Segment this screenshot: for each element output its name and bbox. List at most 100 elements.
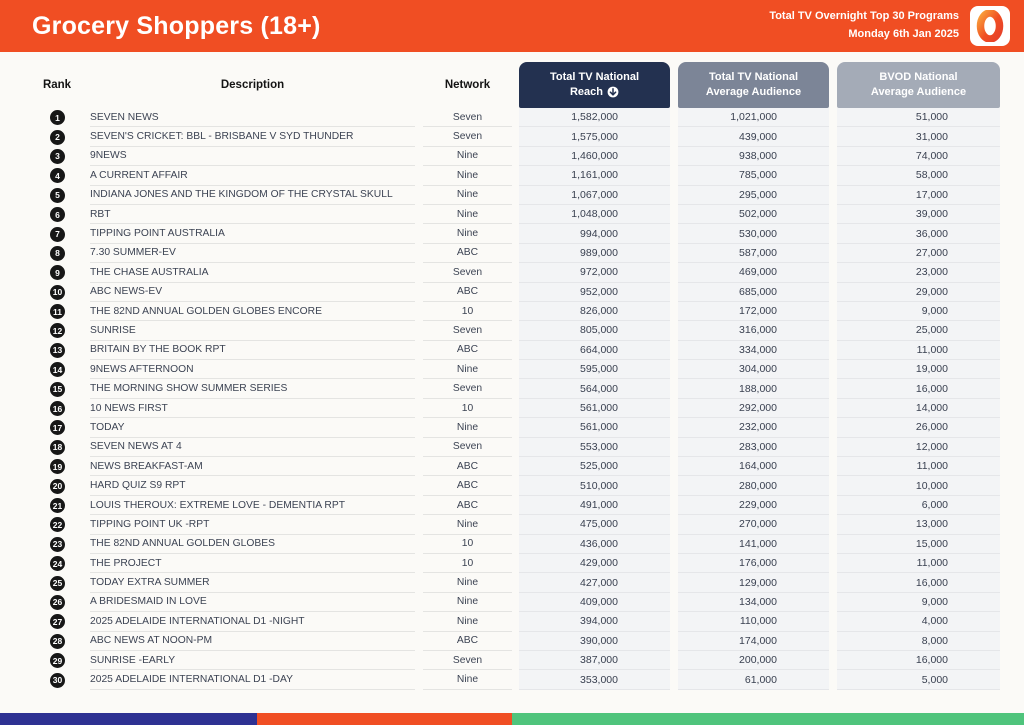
rank-badge: 18 <box>50 439 65 455</box>
network: Nine <box>423 515 512 535</box>
network: Nine <box>423 166 512 186</box>
footer-bar-navy-segment <box>0 713 258 725</box>
table-row: 23 THE 82ND ANNUAL GOLDEN GLOBES 10 436,000… <box>24 534 1000 554</box>
rank-badge: 10 <box>50 284 65 300</box>
table-row: 25 TODAY EXTRA SUMMER Nine 427,000 129,000 16… <box>24 573 1000 593</box>
table-row: 21 LOUIS THEROUX: EXTREME LOVE - DEMENTIA… <box>24 495 1000 516</box>
avg-audience-value: 283,000 <box>678 437 829 458</box>
rank-cell: 9 <box>24 263 90 282</box>
rank-cell: 5 <box>24 186 90 205</box>
program-description: 2025 ADELAIDE INTERNATIONAL D1 -NIGHT <box>90 612 415 632</box>
page-title: Grocery Shoppers (18+) <box>32 11 321 40</box>
reach-header-line2: Reach <box>569 86 604 98</box>
program-description: TIPPING POINT AUSTRALIA <box>90 224 415 244</box>
table-row: 12 SUNRISE Seven 805,000 316,000 25,000 <box>24 321 1000 341</box>
avg-audience-value: 1,021,000 <box>678 108 829 128</box>
reach-value: 561,000 <box>519 398 670 419</box>
program-description: SUNRISE -EARLY <box>90 651 415 671</box>
column-header-bvod-avg-audience[interactable]: BVOD National Average Audience <box>837 62 1000 108</box>
bvod-audience-value: 19,000 <box>837 360 1000 380</box>
network: ABC <box>423 341 512 361</box>
footer-bar-orange-segment <box>257 713 512 725</box>
table-row: 6 RBT Nine 1,048,000 502,000 39,000 <box>24 204 1000 225</box>
rank-cell: 24 <box>24 554 90 573</box>
bvod-audience-value: 16,000 <box>837 573 1000 593</box>
rank-badge: 12 <box>50 323 65 339</box>
rank-badge: 17 <box>50 420 65 436</box>
rank-badge: 4 <box>50 168 65 184</box>
rank-badge: 15 <box>50 381 65 397</box>
avg-audience-value: 164,000 <box>678 457 829 477</box>
sort-descending-icon[interactable] <box>607 86 619 98</box>
network: Nine <box>423 418 512 438</box>
column-header-description: Description <box>220 79 285 91</box>
avg-audience-value: 938,000 <box>678 146 829 167</box>
rank-cell: 4 <box>24 166 90 185</box>
oztam-logo-zero-icon <box>976 10 1004 42</box>
bvod-header-line1: BVOD National <box>879 71 958 84</box>
bvod-audience-value: 4,000 <box>837 612 1000 632</box>
program-description: 10 NEWS FIRST <box>90 399 415 419</box>
bvod-audience-value: 11,000 <box>837 457 1000 477</box>
program-description: BRITAIN BY THE BOOK RPT <box>90 341 415 361</box>
rank-badge: 5 <box>50 187 65 203</box>
reach-value: 394,000 <box>519 612 670 632</box>
rank-cell: 21 <box>24 496 90 515</box>
avg-audience-value: 785,000 <box>678 166 829 186</box>
rank-cell: 17 <box>24 418 90 437</box>
reach-value: 553,000 <box>519 437 670 458</box>
avg-audience-value: 232,000 <box>678 418 829 438</box>
network: Nine <box>423 612 512 632</box>
rank-badge: 28 <box>50 633 65 649</box>
rank-badge: 9 <box>50 265 65 281</box>
program-description: THE 82ND ANNUAL GOLDEN GLOBES ENCORE <box>90 302 415 322</box>
reach-value: 387,000 <box>519 650 670 671</box>
avg-audience-value: 280,000 <box>678 476 829 496</box>
reach-value: 475,000 <box>519 515 670 535</box>
bvod-audience-value: 9,000 <box>837 301 1000 322</box>
report-header-right: Total TV Overnight Top 30 Programs Monda… <box>769 6 1010 46</box>
bvod-audience-value: 6,000 <box>837 495 1000 516</box>
program-description: TODAY <box>90 418 415 438</box>
avg-audience-value: 530,000 <box>678 224 829 244</box>
column-header-total-tv-avg-audience[interactable]: Total TV National Average Audience <box>678 62 829 108</box>
rank-badge: 30 <box>50 672 65 688</box>
rank-badge: 2 <box>50 129 65 145</box>
avg-audience-value: 469,000 <box>678 263 829 283</box>
rank-badge: 23 <box>50 536 65 552</box>
rank-cell: 19 <box>24 457 90 476</box>
table-row: 18 SEVEN NEWS AT 4 Seven 553,000 283,000 12,0… <box>24 437 1000 458</box>
program-description: A BRIDESMAID IN LOVE <box>90 593 415 613</box>
table-row: 1 SEVEN NEWS Seven 1,582,000 1,021,000 51,000 <box>24 108 1000 128</box>
reach-value: 664,000 <box>519 340 670 361</box>
rank-cell: 2 <box>24 127 90 146</box>
network: Nine <box>423 186 512 205</box>
reach-value: 989,000 <box>519 243 670 264</box>
network: ABC <box>423 244 512 264</box>
rank-badge: 26 <box>50 594 65 610</box>
rank-cell: 1 <box>24 108 90 127</box>
rank-cell: 10 <box>24 283 90 302</box>
rank-badge: 8 <box>50 245 65 261</box>
program-description: LOUIS THEROUX: EXTREME LOVE - DEMENTIA R… <box>90 496 415 516</box>
table-row: 30 2025 ADELAIDE INTERNATIONAL D1 -DAY Nin… <box>24 670 1000 690</box>
bvod-audience-value: 16,000 <box>837 650 1000 671</box>
column-header-total-tv-reach[interactable]: Total TV National Reach <box>519 62 670 108</box>
table-row: 14 9NEWS AFTERNOON Nine 595,000 304,000 19,00… <box>24 360 1000 380</box>
report-subtitle-line1: Total TV Overnight Top 30 Programs <box>769 10 959 23</box>
network: Nine <box>423 205 512 225</box>
bvod-audience-value: 26,000 <box>837 418 1000 438</box>
avg-header-line2: Average Audience <box>705 86 802 98</box>
bvod-audience-value: 11,000 <box>837 340 1000 361</box>
bvod-audience-value: 8,000 <box>837 631 1000 651</box>
bvod-audience-value: 5,000 <box>837 670 1000 690</box>
reach-value: 1,161,000 <box>519 166 670 186</box>
table-row: 11 THE 82ND ANNUAL GOLDEN GLOBES ENCORE 10… <box>24 301 1000 322</box>
reach-value: 595,000 <box>519 360 670 380</box>
table-row: 17 TODAY Nine 561,000 232,000 26,000 <box>24 418 1000 438</box>
rank-cell: 30 <box>24 670 90 689</box>
avg-audience-value: 229,000 <box>678 495 829 516</box>
bvod-audience-value: 9,000 <box>837 592 1000 613</box>
rank-badge: 25 <box>50 575 65 591</box>
